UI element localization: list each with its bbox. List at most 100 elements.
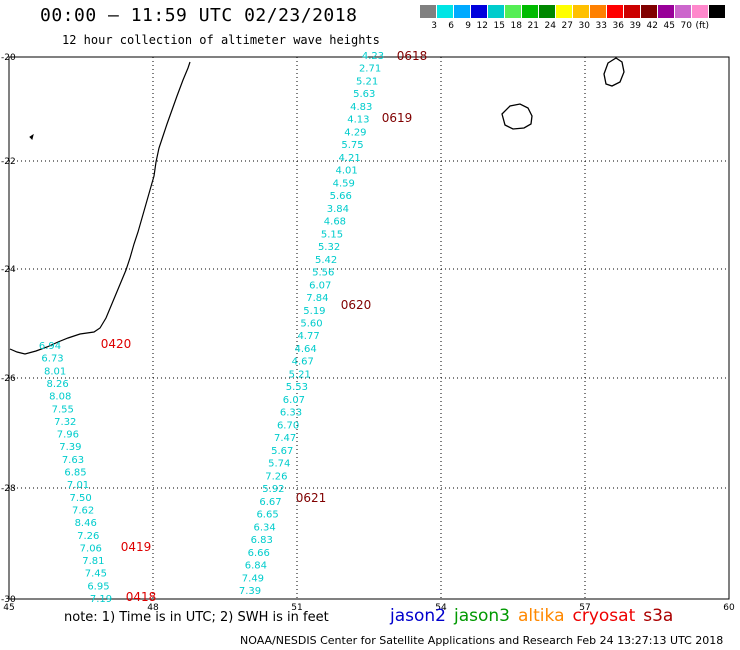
wave-height-value: 5.42 [315,255,337,266]
colorbar-swatch [522,5,539,18]
wave-height-value: 7.39 [59,442,81,453]
small-island [29,133,34,140]
longitude-label: 54 [435,603,447,613]
wave-height-value: 6.85 [64,468,86,479]
pass-time-marker: 0418 [126,590,157,604]
wave-height-value: 8.26 [47,379,69,390]
longitude-label: 45 [3,603,14,613]
colorbar-swatch [658,5,675,18]
colorbar-label: 70 [680,21,692,31]
colorbar-label: 9 [465,21,471,31]
wave-height-value: 5.67 [271,446,293,457]
satellite-legend: jason2 jason3 altika cryosat s3a [390,606,681,626]
wave-height-value: 5.53 [286,382,308,393]
wave-height-value: 6.65 [256,510,278,521]
colorbar-swatch [624,5,641,18]
wave-height-value: 6.34 [254,522,276,533]
colorbar-swatch [437,5,454,18]
west-altimeter-track: 6.94 6.738.01 8.26 8.087.55 7.32 7.967.39 7.63… [39,341,112,605]
wave-height-value: 7.84 [306,293,328,304]
colorbar-label: 45 [663,21,675,31]
wave-height-value: 5.63 [353,89,375,100]
map-subtitle: 12 hour collection of altimeter wave hei… [62,33,380,47]
wave-height-value: 7.01 [67,480,89,491]
wave-height-value: 6.66 [248,548,270,559]
latitude-label: -30 [1,595,16,605]
pass-time-marker: 0620 [341,298,372,312]
colorbar-swatch [539,5,556,18]
wave-height-value: 8.46 [75,518,97,529]
wave-height-value: 5.60 [300,319,322,330]
wave-height-value: 6.83 [251,535,273,546]
time-markers: 0618 0619 0620 0621 0420 0419 0418 [101,49,428,604]
wave-height-value: 4.21 [338,153,360,164]
wave-height-value: 7.63 [62,455,84,466]
colorbar-label: 27 [561,21,573,31]
wave-height-value: 5.21 [356,76,378,87]
colorbar-label: 6 [448,21,454,31]
wave-height-value: 4.13 [347,115,369,126]
wave-height-value: 5.15 [321,229,343,240]
wave-height-value: 8.01 [44,366,66,377]
wave-height-value: 7.39 [239,586,261,597]
wave-height-value: 4.29 [344,127,366,138]
wave-height-value: 5.75 [341,140,363,151]
latitude-label: -20 [1,53,16,63]
colorbar-label: 42 [646,21,658,31]
longitude-label: 57 [579,603,590,613]
latitude-label: -28 [1,484,16,494]
wave-height-value: 6.07 [309,280,331,291]
colorbar-swatch [420,5,437,18]
wave-height-value: 4.01 [336,166,358,177]
colorbar-label: 30 [578,21,590,31]
colorbar-label: 39 [629,21,641,31]
colorbar-swatch [590,5,607,18]
map-title: 00:00 – 11:59 UTC 02/23/2018 [40,5,358,26]
colorbar-label: 24 [544,21,556,31]
colorbar-label: 3 [431,21,437,31]
wave-height-value: 7.26 [77,531,99,542]
wave-height-value: 7.26 [265,471,287,482]
colorbar-label: (ft) [695,21,709,31]
wave-height-value: 4.77 [297,331,319,342]
credit-line: NOAA/NESDIS Center for Satellite Applica… [240,634,724,647]
colorbar-swatch [471,5,488,18]
colorbar-swatch [556,5,573,18]
satellite-legend-cryosat: cryosat [572,606,636,626]
colorbar-label: 21 [527,21,539,31]
colorbar-label: 36 [612,21,624,31]
wave-height-value: 4.23 [362,51,384,62]
satellite-legend-s3a: s3a [643,606,674,626]
latitude-label: -22 [1,157,16,167]
wave-height-value: 7.49 [242,573,264,584]
wave-height-value: 2.71 [359,64,381,75]
wave-height-value: 7.47 [274,433,296,444]
wave-height-value: 6.70 [277,420,299,431]
colorbar-swatch [573,5,590,18]
wave-height-value: 7.19 [90,594,112,605]
wave-height-value: 5.66 [330,191,352,202]
satellite-legend-jason3: jason3 [454,606,510,626]
wave-height-value: 5.56 [312,268,334,279]
units-note: note: 1) Time is in UTC; 2) SWH is in fe… [64,610,329,625]
colorbar-labels: 3 6 9 12 15 18 21 24 27 30 33 36 39 42 45 70 (ft) [420,21,709,31]
wave-height-value: 5.32 [318,242,340,253]
pass-time-marker: 0618 [397,49,428,63]
wave-height-value: 4.68 [324,217,346,228]
pass-time-marker: 0621 [296,491,327,505]
east-altimeter-track: 4.232.715.215.634.834.134.295.754.214.01… [239,51,384,597]
colorbar-swatch [692,5,709,18]
wave-height-value: 8.08 [49,392,71,403]
longitude-label: 51 [291,603,302,613]
colorbar-label: 18 [510,21,522,31]
pass-time-marker: 0619 [382,111,413,125]
wave-height-value: 5.92 [262,484,284,495]
wave-height-value: 7.55 [52,404,74,415]
latitude-label: -26 [1,374,16,384]
wave-height-value: 6.94 [39,341,61,352]
wave-height-value: 5.19 [303,306,325,317]
wave-height-value: 6.84 [245,561,267,572]
colorbar-label: 15 [493,21,505,31]
satellite-legend-jason2: jason2 [390,606,446,626]
